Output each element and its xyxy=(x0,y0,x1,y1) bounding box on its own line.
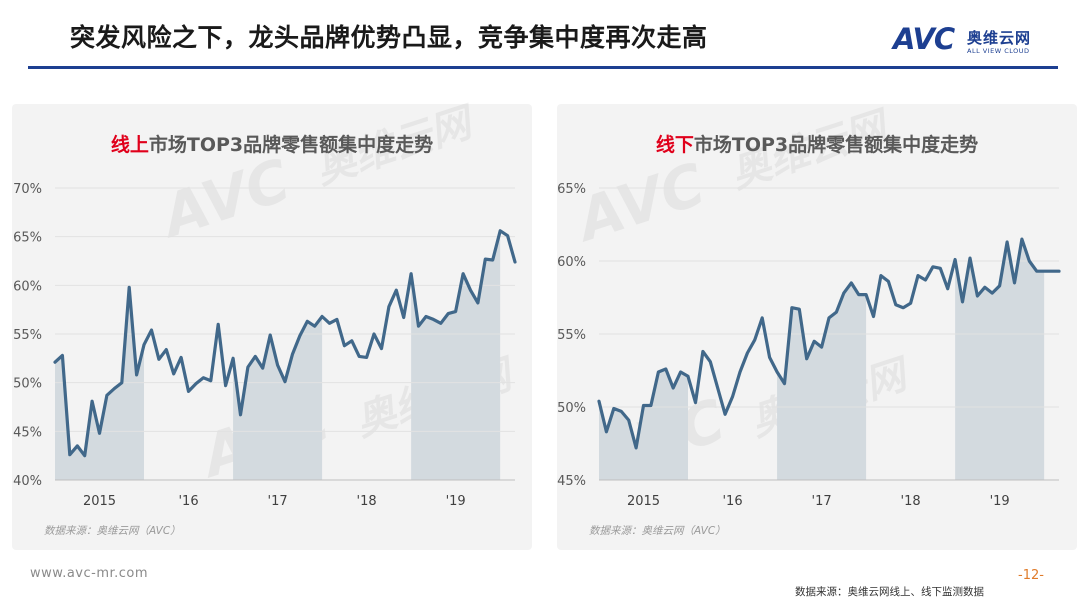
online-title-rest: 市场TOP3品牌零售额集中度走势 xyxy=(148,134,434,156)
online-chart-source: 数据来源：奥维云网（AVC） xyxy=(44,525,181,537)
footer-url[interactable]: www.avc-mr.com xyxy=(30,566,149,581)
y-tick-label: 65% xyxy=(557,182,586,197)
footer-data-source: 数据来源：奥维云网线上、线下监测数据 xyxy=(795,586,984,598)
series-line xyxy=(53,229,517,458)
y-tick-label: 65% xyxy=(13,231,42,246)
x-tick-label: '16 xyxy=(178,494,198,509)
y-tick-label: 55% xyxy=(557,328,586,343)
offline-title-rest: 市场TOP3品牌零售额集中度走势 xyxy=(693,134,979,156)
y-tick-label: 55% xyxy=(13,328,42,343)
x-tick-label: '18 xyxy=(901,494,921,509)
y-tick-label: 50% xyxy=(557,401,586,416)
x-tick-label: '17 xyxy=(812,494,832,509)
online-chart-panel: AVC 奥维云网 AVC 奥维云网 线上市场TOP3品牌零售额集中度走势 70%… xyxy=(12,100,532,550)
logo-cn-text: 奥维云网 xyxy=(967,29,1032,47)
logo-en-text: ALL VIEW CLOUD xyxy=(967,47,1030,55)
y-tick-label: 60% xyxy=(13,279,42,294)
x-tick-label: '19 xyxy=(446,494,466,509)
header-divider xyxy=(28,66,1058,69)
y-tick-label: 70% xyxy=(13,182,42,197)
page-number: -12- xyxy=(1018,568,1044,583)
offline-title-highlight: 线下 xyxy=(655,134,694,156)
shaded-year-area xyxy=(955,239,1045,480)
x-tick-label: '17 xyxy=(268,494,288,509)
y-tick-label: 40% xyxy=(13,474,42,489)
x-tick-label: 2015 xyxy=(627,494,660,509)
online-title-highlight: 线上 xyxy=(110,134,149,156)
series-line xyxy=(597,237,1061,450)
page-title: 突发风险之下，龙头品牌优势凸显，竞争集中度再次走高 xyxy=(70,23,708,52)
y-tick-label: 60% xyxy=(557,255,586,270)
offline-chart-title: 线下市场TOP3品牌零售额集中度走势 xyxy=(557,130,1077,157)
brand-logo: AVC 奥维云网 ALL VIEW CLOUD xyxy=(893,22,1063,62)
x-tick-label: '18 xyxy=(357,494,377,509)
offline-line-chart: 65% 60% 55% 50% 45% 2015 '16 '17 '18 '19 xyxy=(557,182,1061,509)
online-chart-title: 线上市场TOP3品牌零售额集中度走势 xyxy=(12,130,532,157)
y-tick-label: 45% xyxy=(13,425,42,440)
x-tick-label: 2015 xyxy=(83,494,116,509)
offline-chart-panel: AVC 奥维云网 AVC 奥维云网 线下市场TOP3品牌零售额集中度走势 65%… xyxy=(557,104,1077,550)
x-tick-label: '19 xyxy=(990,494,1010,509)
logo-mark: AVC xyxy=(893,22,955,56)
x-tick-label: '16 xyxy=(722,494,742,509)
y-tick-label: 50% xyxy=(13,377,42,392)
online-line-chart: 70% 65% 60% 55% 50% 45% 40% 2015 '16 '17 '18 '19 xyxy=(13,182,517,509)
shaded-year-area xyxy=(777,282,867,480)
offline-chart-source: 数据来源：奥维云网（AVC） xyxy=(589,525,726,537)
shaded-year-area xyxy=(599,369,689,480)
shaded-year-area xyxy=(411,230,501,480)
y-tick-label: 45% xyxy=(557,474,586,489)
